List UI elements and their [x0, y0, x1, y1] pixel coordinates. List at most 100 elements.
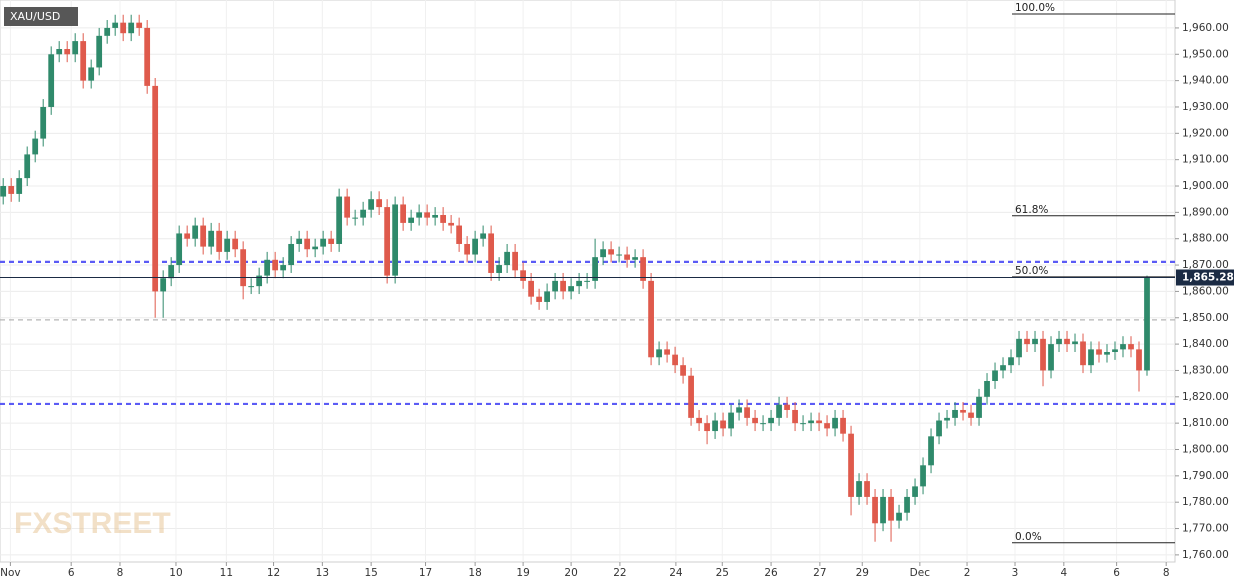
candle-body: [728, 412, 734, 429]
candle-body: [240, 249, 247, 287]
candle-body: [704, 423, 710, 432]
candle-body: [344, 196, 351, 218]
candle-body: [552, 280, 558, 292]
candle-body: [104, 27, 111, 36]
candle-body: [640, 257, 646, 281]
candle-body: [488, 233, 494, 273]
y-tick-label: 1,910.00: [1182, 154, 1229, 166]
y-tick-label: 1,800.00: [1182, 443, 1229, 455]
candle-body: [560, 280, 566, 292]
x-tick-label: Dec: [910, 567, 931, 579]
x-tick-label: 24: [669, 567, 683, 579]
candle-body: [456, 225, 463, 244]
candle-body: [984, 380, 990, 397]
candle-body: [472, 238, 478, 255]
candle-body: [408, 217, 415, 223]
candle-body: [328, 238, 335, 244]
candle-body: [504, 251, 510, 266]
candle-body: [952, 409, 958, 418]
candle-body: [1072, 341, 1078, 345]
candle-body: [992, 370, 998, 381]
candle-body: [224, 238, 231, 252]
candle-body: [896, 512, 902, 521]
candle-body: [368, 199, 375, 210]
candle-body: [1008, 357, 1014, 366]
candle-body: [1080, 341, 1086, 366]
candle-body: [688, 375, 694, 418]
candle-body: [960, 409, 966, 413]
candle-body: [8, 186, 15, 194]
candle-body: [928, 436, 934, 466]
last-price-label: 1,865.28: [1182, 271, 1234, 283]
candle-body: [912, 486, 918, 497]
candle-body: [616, 254, 622, 256]
candle-body: [152, 85, 159, 292]
candle-body: [576, 280, 582, 287]
candle-body: [112, 22, 119, 28]
candle-body: [48, 54, 55, 107]
watermark: FXSTREET: [14, 507, 171, 540]
candle-body: [768, 417, 774, 424]
candle-body: [880, 496, 886, 524]
fib-label: 0.0%: [1015, 531, 1042, 543]
x-tick-label: 11: [220, 567, 233, 579]
candle-body: [272, 259, 279, 271]
candle-body: [512, 251, 518, 271]
candle-body: [944, 417, 950, 421]
candle-body: [208, 230, 215, 247]
candle-body: [376, 199, 383, 208]
candle-body: [1136, 349, 1142, 371]
candle-body: [1144, 277, 1150, 371]
title-box: [4, 7, 78, 26]
candle-body: [40, 106, 47, 139]
candle-body: [872, 496, 878, 524]
candle-body: [200, 225, 207, 247]
candle-body: [1000, 365, 1006, 371]
y-tick-label: 1,930.00: [1182, 101, 1229, 113]
candle-body: [832, 417, 838, 429]
candle-body: [936, 420, 942, 437]
x-tick-label: 26: [764, 567, 778, 579]
candle-body: [840, 417, 846, 434]
candle-body: [72, 41, 79, 55]
x-tick-label: 25: [716, 567, 729, 579]
grid: [0, 0, 1175, 562]
candle-body: [736, 407, 742, 413]
candle-body: [400, 204, 407, 223]
x-tick-label: 15: [364, 567, 377, 579]
candle-body: [656, 349, 662, 358]
candle-body: [792, 409, 798, 424]
candle-body: [144, 27, 151, 86]
y-tick-label: 1,870.00: [1182, 259, 1229, 271]
candle-body: [672, 354, 678, 366]
candle-body: [280, 265, 287, 271]
y-tick-label: 1,900.00: [1182, 180, 1229, 192]
y-tick-label: 1,940.00: [1182, 75, 1229, 87]
fib-label: 50.0%: [1015, 265, 1048, 277]
candle-body: [1024, 338, 1030, 345]
candle-body: [480, 233, 486, 239]
last-price-box: [1176, 269, 1234, 286]
candle-body: [856, 481, 862, 497]
candle-body: [336, 196, 343, 244]
candle-body: [496, 265, 502, 273]
candle-body: [128, 22, 135, 34]
candle-body: [248, 286, 255, 288]
candle-body: [264, 259, 271, 276]
candle-body: [808, 420, 814, 424]
candle-body: [416, 212, 423, 218]
candle-body: [632, 257, 638, 260]
candle-body: [1112, 349, 1118, 353]
candle-body: [384, 207, 391, 276]
candle-body: [120, 22, 127, 34]
candle-body: [320, 238, 327, 247]
x-tick-label: 20: [564, 567, 577, 579]
candle-body: [440, 214, 447, 223]
marks: 100.0% 61.8% 50.0% 0.0%: [0, 2, 1175, 544]
candle-body: [624, 254, 630, 260]
candle-body: [784, 404, 790, 410]
candle-body: [352, 217, 359, 219]
candle-body: [816, 420, 822, 424]
candle-body: [1040, 338, 1046, 371]
